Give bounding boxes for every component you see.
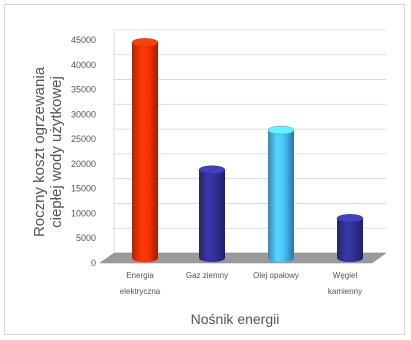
bar-cap — [198, 165, 226, 175]
bar — [336, 214, 364, 262]
category-label: Węgiel kamienny — [328, 271, 362, 296]
y-axis-label: Roczny koszt ogrzewaniaciepłej wody użyt… — [31, 66, 65, 237]
category-labels: Energia elektryczna Gaz ziemny Olej opałowy… — [120, 271, 362, 296]
floor-plane — [99, 252, 387, 264]
bar-body — [337, 218, 363, 262]
bar-body — [132, 42, 158, 262]
y-tick-label: 45000 — [71, 35, 96, 45]
bar-cap — [336, 214, 364, 223]
y-tick-label: 10000 — [71, 208, 96, 218]
bar — [198, 165, 226, 262]
bar-body — [268, 130, 294, 262]
y-tick-label: 30000 — [71, 109, 96, 119]
x-axis-label: Nośnik energii — [191, 311, 280, 327]
chart-frame — [4, 4, 405, 335]
y-tick-label: 5000 — [76, 233, 96, 243]
chart-floor — [99, 252, 387, 264]
bar — [267, 125, 295, 262]
bar — [131, 38, 159, 262]
y-tick-label: 40000 — [71, 60, 96, 70]
y-tick-labels: 0 5000 10000 15000 20000 25000 30000 35000 40000… — [71, 35, 96, 268]
bar-body — [199, 169, 225, 262]
y-tick-label: 15000 — [71, 184, 96, 194]
category-label: Olej opałowy — [253, 271, 299, 280]
y-tick-label: 25000 — [71, 134, 96, 144]
bars — [131, 38, 364, 262]
bar-cap — [131, 38, 159, 47]
category-label: Gaz ziemny — [186, 271, 228, 280]
bar-cap — [267, 125, 295, 135]
y-tick-label: 20000 — [71, 159, 96, 169]
y-tick-label: 0 — [91, 258, 96, 268]
category-label: Energia elektryczna — [120, 271, 161, 296]
y-tick-label: 35000 — [71, 85, 96, 95]
